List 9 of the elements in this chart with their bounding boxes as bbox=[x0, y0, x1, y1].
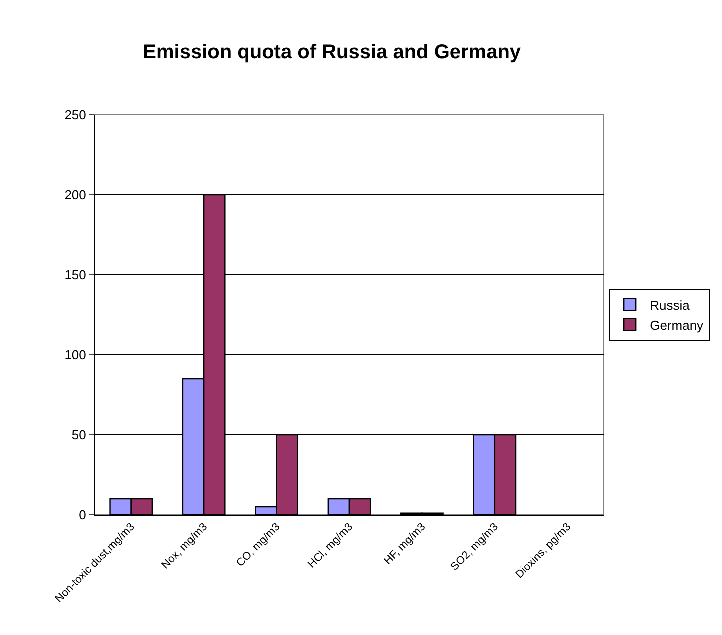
y-tick-label: 200 bbox=[64, 188, 86, 203]
chart-title: Emission quota of Russia and Germany bbox=[143, 41, 522, 64]
y-tick-label: 0 bbox=[79, 508, 86, 523]
y-tick-label: 100 bbox=[64, 348, 86, 363]
legend-label: Russia bbox=[650, 298, 691, 314]
legend-label: Germany bbox=[650, 318, 704, 333]
y-tick-label: 150 bbox=[64, 268, 86, 283]
y-tick-label: 50 bbox=[72, 428, 86, 443]
y-tick-label: 250 bbox=[64, 108, 86, 123]
